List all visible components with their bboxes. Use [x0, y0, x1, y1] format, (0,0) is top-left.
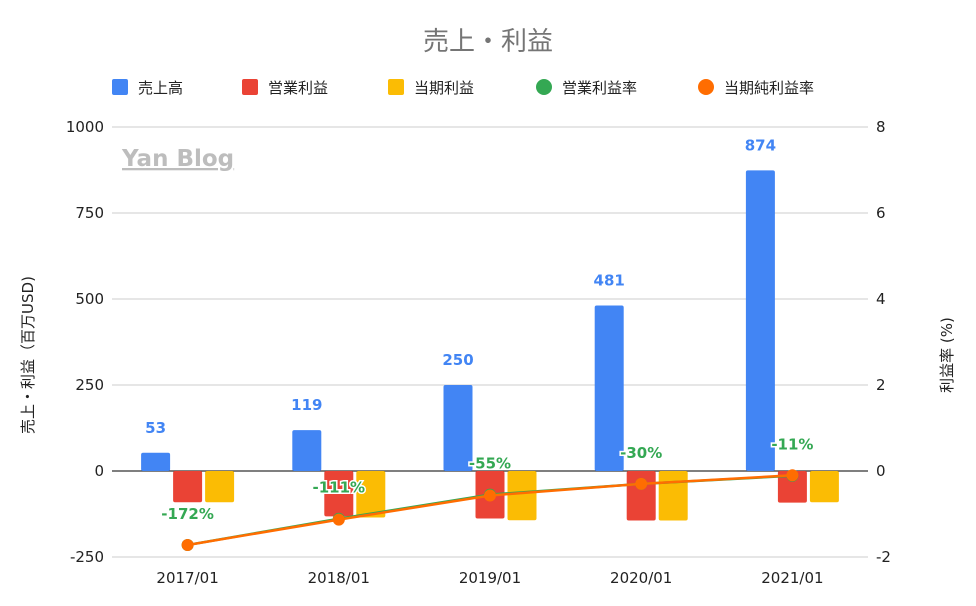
y-tick-label: 1000	[66, 118, 104, 136]
margin-data-label: -172%	[161, 505, 214, 523]
bars	[141, 170, 839, 521]
legend-swatch	[388, 79, 404, 95]
net-margin-point	[635, 477, 648, 490]
bar-data-label: 119	[291, 396, 322, 414]
bar-revenue	[141, 452, 171, 471]
x-tick-label: 2020/01	[610, 569, 672, 587]
bar-net-profit	[356, 471, 386, 518]
y-tick-label: 0	[94, 462, 104, 480]
net-margin-point	[786, 469, 799, 482]
bar-net-profit	[507, 471, 537, 521]
legend-label: 営業利益	[268, 79, 328, 97]
y-tick-label: 750	[75, 204, 104, 222]
y-tick-label: -250	[70, 548, 104, 566]
data-labels: 53 119 250 481 874 -172% -111% -55% -30% -11%	[145, 136, 815, 524]
x-tick-label: 2018/01	[308, 569, 370, 587]
net-margin-point	[181, 538, 194, 551]
bar-data-label: 874	[745, 136, 776, 154]
legend-label: 当期利益	[414, 79, 474, 97]
net-margin-point	[484, 489, 496, 502]
y-axis-title: 売上・利益（百万USD)	[19, 276, 37, 434]
margin-data-label: -30%	[620, 444, 662, 462]
bar-revenue	[594, 305, 624, 471]
bar-net-profit	[205, 471, 235, 503]
x-tick-label: 2019/01	[459, 569, 521, 587]
legend: 売上高 営業利益 当期利益 営業利益率 当期純利益率	[112, 79, 814, 97]
bar-data-label: 53	[145, 419, 166, 437]
y2-tick-label: 2	[876, 376, 886, 394]
margin-data-label: -11%	[771, 436, 813, 454]
bar-operating-profit	[324, 471, 354, 517]
bar-data-label: 481	[594, 272, 625, 290]
watermark: Yan Blog	[121, 146, 234, 172]
bar-revenue	[745, 170, 775, 471]
legend-label: 営業利益率	[562, 79, 637, 97]
legend-swatch	[536, 79, 552, 95]
x-tick-label: 2017/01	[156, 569, 218, 587]
y2-axis-title: 利益率 (%)	[938, 317, 956, 393]
legend-label: 当期純利益率	[724, 79, 814, 97]
bar-revenue	[292, 430, 322, 471]
y-tick-label: 500	[75, 290, 104, 308]
bar-data-label: 250	[442, 351, 473, 369]
chart-title: 売上・利益	[423, 27, 553, 57]
y2-tick-label: 6	[876, 204, 886, 222]
bar-revenue	[443, 385, 473, 471]
legend-label: 売上高	[138, 79, 183, 97]
gridlines	[112, 126, 868, 558]
x-tick-label: 2021/01	[761, 569, 823, 587]
bar-operating-profit	[777, 471, 807, 503]
bar-net-profit	[658, 471, 688, 521]
y2-tick-label: -2	[876, 548, 891, 566]
lines	[181, 469, 799, 551]
y2-tick-label: 0	[876, 462, 886, 480]
legend-swatch	[112, 79, 128, 95]
y-tick-label: 250	[75, 376, 104, 394]
net-margin-point	[332, 513, 345, 526]
legend-swatch	[242, 79, 258, 95]
y2-tick-label: 8	[876, 118, 886, 136]
bar-operating-profit	[173, 471, 203, 503]
legend-swatch	[698, 79, 714, 95]
axis-ticks: -250 0 250 500 750 1000 -2 0 2 4 6 8 2017/01 2018/01 2…	[66, 118, 891, 587]
y2-tick-label: 4	[876, 290, 886, 308]
margin-data-label: -55%	[469, 455, 511, 473]
bar-net-profit	[809, 471, 839, 503]
margin-data-label: -111%	[313, 479, 366, 497]
